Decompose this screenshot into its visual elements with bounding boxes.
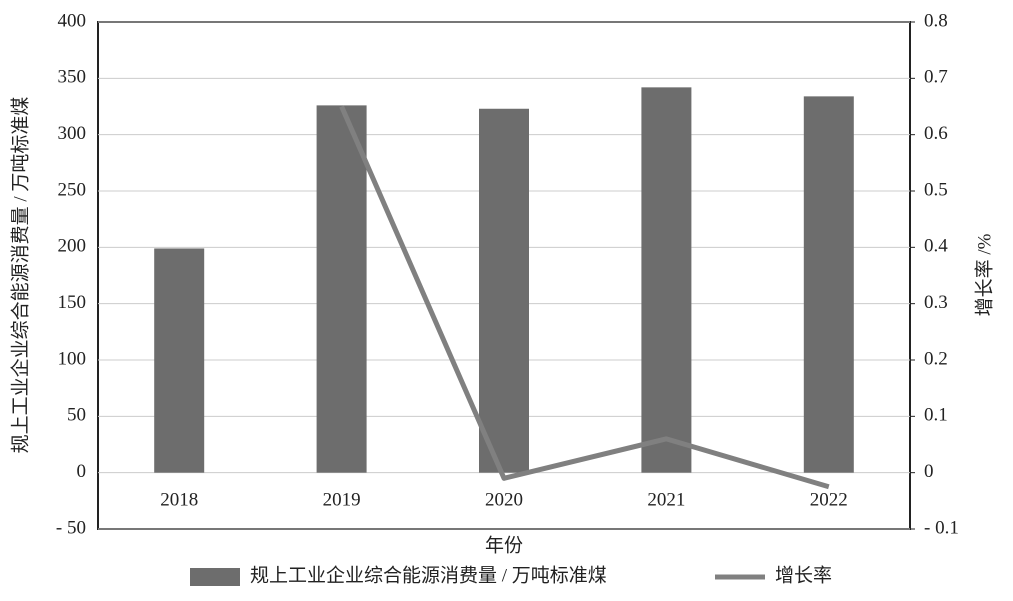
y2-tick-label: 0.7 (924, 67, 948, 88)
x-tick-label: 2022 (810, 489, 848, 510)
y2-tick-label: 0.6 (924, 123, 948, 144)
bar (479, 108, 529, 473)
y2-tick-label: 0.5 (924, 179, 948, 200)
legend-swatch (190, 568, 240, 586)
y2-tick-label: 0.1 (924, 405, 948, 426)
x-tick-label: 2021 (647, 489, 685, 510)
legend-label: 规上工业企业综合能源消费量 / 万吨标准煤 (250, 564, 607, 586)
bar (641, 87, 692, 473)
y-tick-label: 400 (58, 10, 87, 31)
y2-tick-label: 0.8 (924, 10, 948, 31)
bar (154, 248, 205, 473)
y2-tick-label: 0.4 (924, 236, 948, 257)
x-axis-title: 年份 (485, 534, 523, 556)
y-tick-label: 300 (58, 123, 87, 144)
y-tick-label: 100 (58, 348, 87, 369)
x-tick-label: 2020 (485, 489, 523, 510)
bar (316, 105, 367, 473)
y-tick-label: 200 (58, 236, 87, 257)
y2-tick-label: 0.3 (924, 292, 948, 313)
y-tick-label: 150 (58, 292, 87, 313)
y-tick-label: 350 (58, 67, 87, 88)
y-tick-label: 250 (58, 179, 87, 200)
y2-tick-label: 0 (924, 461, 934, 482)
y-tick-label: 50 (67, 405, 86, 426)
y2-tick-label: - 0.1 (924, 517, 959, 538)
y-tick-label: 0 (77, 461, 87, 482)
x-tick-label: 2019 (323, 489, 361, 510)
x-tick-label: 2018 (160, 489, 198, 510)
y-axis-title: 规上工业企业综合能源消费量 / 万吨标准煤 (9, 97, 31, 454)
bar (803, 96, 854, 473)
y-tick-label: - 50 (56, 517, 86, 538)
line (339, 105, 830, 490)
legend-label: 增长率 (775, 564, 832, 586)
y2-axis-title: 增长率 /% (973, 233, 995, 316)
y2-tick-label: 0.2 (924, 348, 948, 369)
